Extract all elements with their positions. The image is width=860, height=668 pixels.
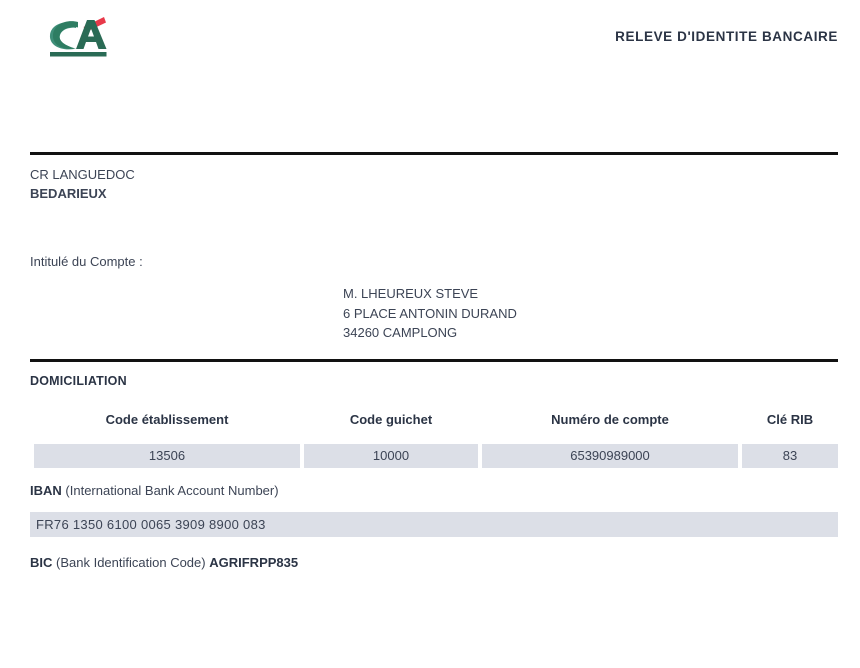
branch-block: CR LANGUEDOC BEDARIEUX [30,165,135,203]
branch-city: BEDARIEUX [30,186,107,201]
bic-expansion: (Bank Identification Code) [56,555,206,570]
column-header-numero-de-compte: Numéro de compte [551,412,669,427]
divider-middle [30,359,838,362]
rib-table-header: Code établissement Code guichet Numéro d… [34,412,838,432]
holder-line: 6 PLACE ANTONIN DURAND [343,305,517,321]
holder-line: M. LHEUREUX STEVE [343,286,479,301]
bic-abbreviation: BIC [30,555,53,570]
iban-expansion: (International Bank Account Number) [65,483,279,498]
iban-label: IBAN (International Bank Account Number) [30,483,279,498]
divider-top [30,152,838,155]
account-holder-address: M. LHEUREUX STEVE 6 PLACE ANTONIN DURAND… [343,284,517,343]
branch-region: CR LANGUEDOC [30,167,135,182]
iban-abbreviation: IBAN [30,483,62,498]
rib-table-row: 13506 10000 65390989000 83 [34,444,838,468]
credit-agricole-logo [45,14,111,58]
bic-value: AGRIFRPP835 [209,555,299,570]
column-header-code-etablissement: Code établissement [105,412,229,427]
cell-code-etablissement: 13506 [34,444,300,468]
account-title-label: Intitulé du Compte : [30,254,143,269]
cell-cle-rib: 83 [742,444,838,468]
column-header-code-guichet: Code guichet [349,412,433,427]
iban-value: FR76 1350 6100 0065 3909 8900 083 [36,517,266,532]
cell-numero-de-compte: 65390989000 [482,444,738,468]
holder-line: 34260 CAMPLONG [343,325,458,340]
domiciliation-heading: DOMICILIATION [30,374,127,388]
page-title: RELEVE D'IDENTITE BANCAIRE [615,29,838,44]
iban-value-band [30,512,838,537]
document-header: RELEVE D'IDENTITE BANCAIRE [0,0,860,120]
column-header-cle-rib: Clé RIB [766,412,814,427]
cell-code-guichet: 10000 [304,444,478,468]
bic-line: BIC (Bank Identification Code) AGRIFRPP8… [30,555,298,570]
